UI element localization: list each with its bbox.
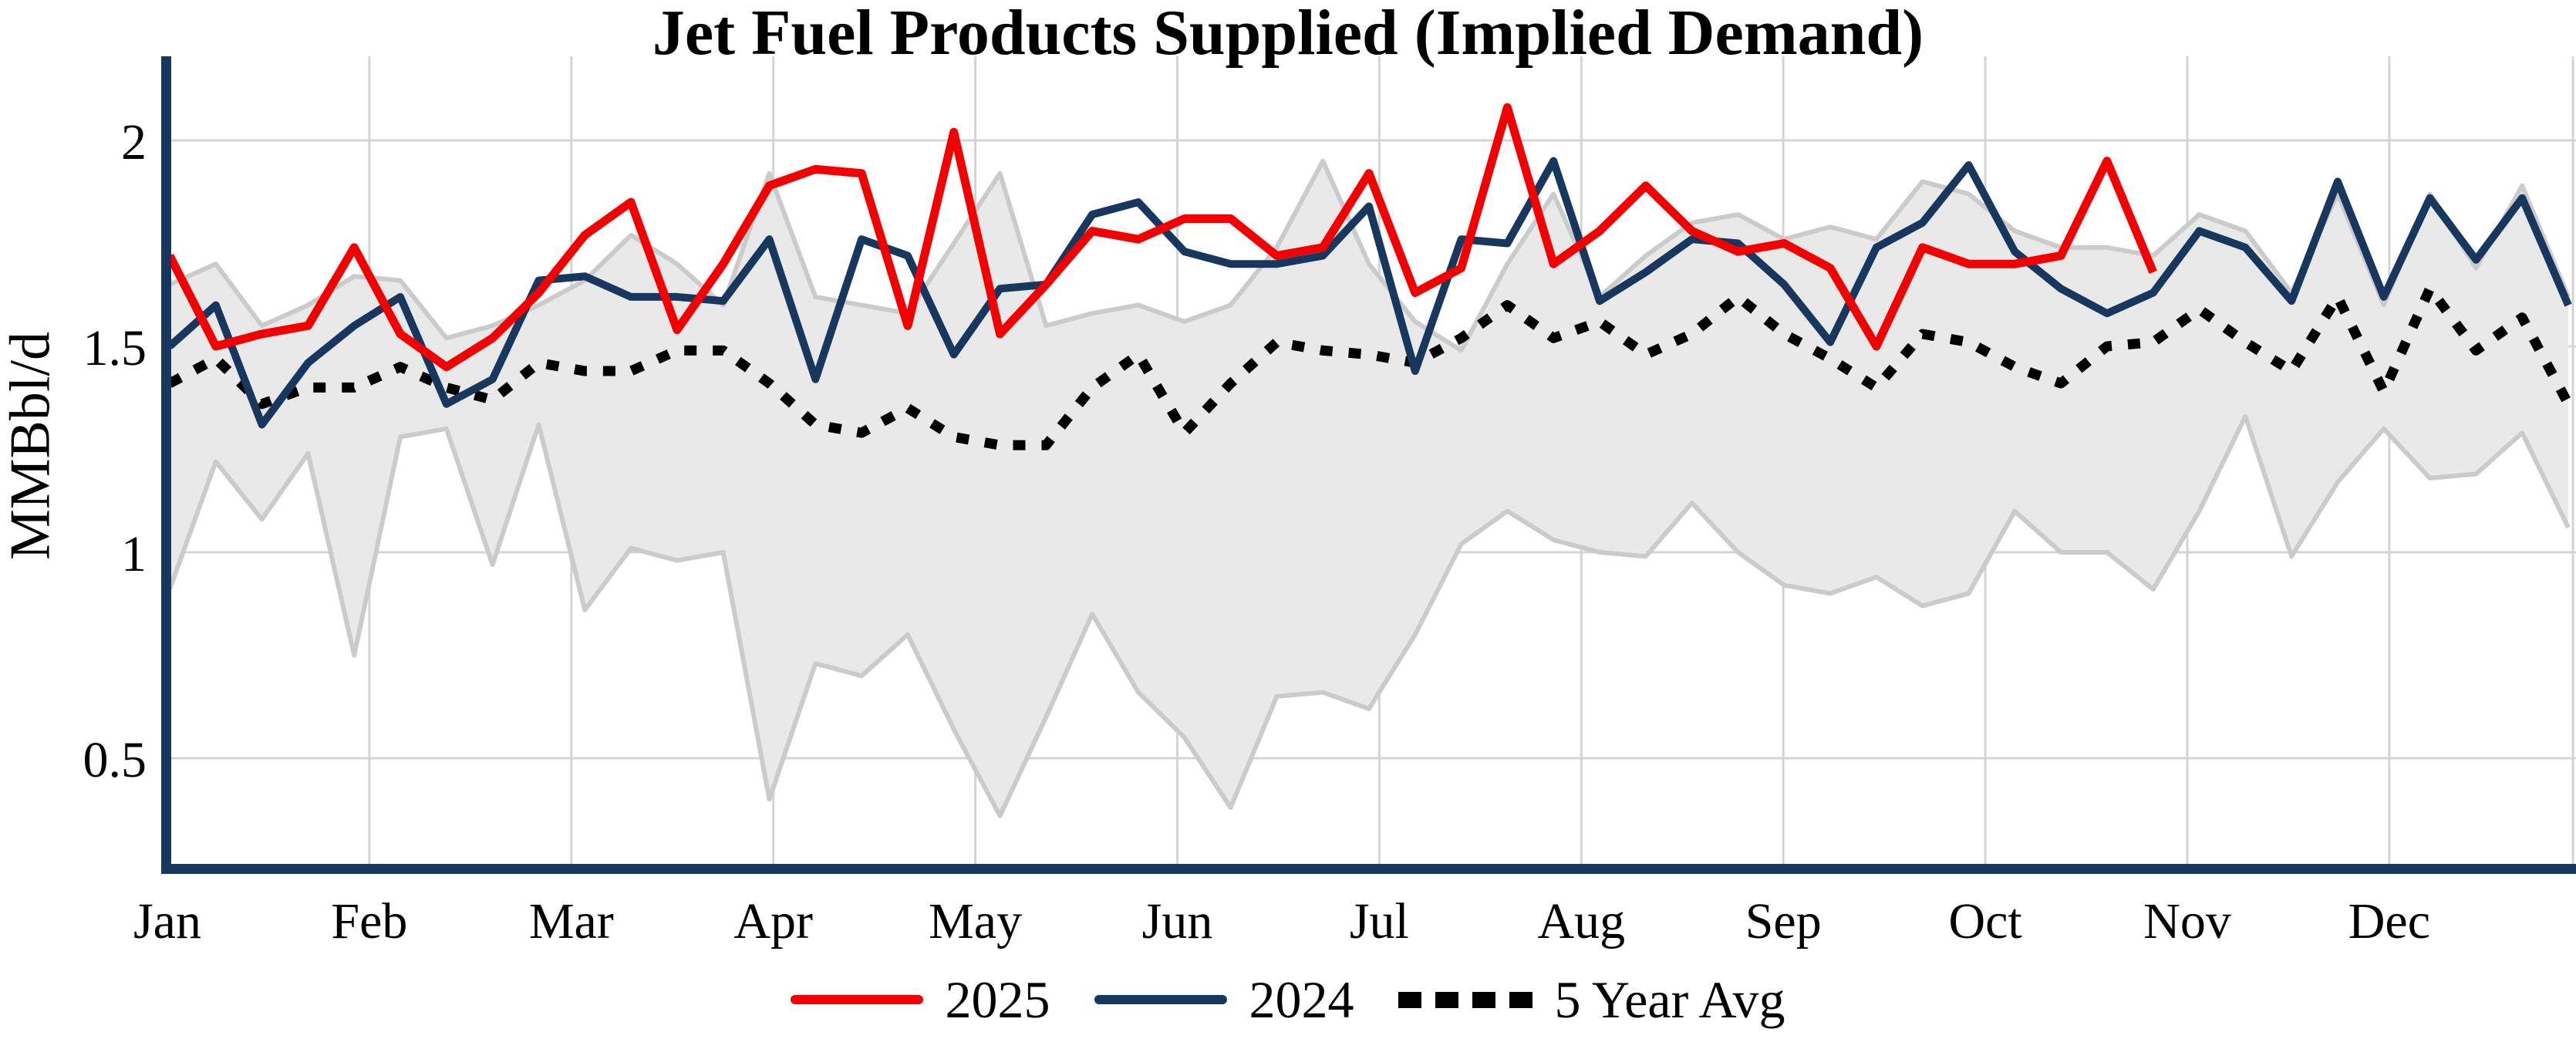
five-year-range-band: [170, 160, 2568, 816]
x-tick-label-oct: Oct: [1948, 893, 2021, 949]
band-upper-edge: [168, 158, 2571, 353]
y-tick-label: 1: [121, 526, 147, 582]
band-lower-edge: [167, 413, 2571, 818]
legend-item-2024: 2024: [1094, 973, 1354, 1026]
y-tick-label: 0.5: [83, 732, 147, 788]
legend: 2025 2024 5 Year Avg: [0, 973, 2576, 1026]
legend-dotted-line-swatch: [1398, 991, 1533, 1008]
x-tick-label-jun: Jun: [1142, 893, 1213, 949]
legend-label: 5 Year Avg: [1554, 970, 1785, 1029]
x-tick-label-jan: Jan: [133, 893, 201, 949]
x-tick-label-feb: Feb: [331, 893, 407, 949]
x-tick-label-apr: Apr: [733, 893, 813, 949]
x-tick-label-may: May: [929, 893, 1022, 949]
x-tick-label-jul: Jul: [1350, 893, 1409, 949]
legend-item-5-year-avg: 5 Year Avg: [1398, 973, 1785, 1026]
legend-item-2025: 2025: [791, 973, 1050, 1026]
x-axis-spine: [161, 864, 2576, 874]
legend-label: 2024: [1249, 970, 1354, 1029]
x-tick-label-aug: Aug: [1537, 893, 1625, 949]
y-tick-label: 1.5: [83, 320, 147, 376]
legend-label: 2025: [945, 970, 1050, 1029]
x-tick-label-dec: Dec: [2348, 893, 2430, 949]
chart-title: Jet Fuel Products Supplied (Implied Dema…: [652, 0, 1924, 69]
series-2024-line: [167, 157, 2572, 429]
y-axis-spine: [161, 56, 171, 874]
y-tick-label: 2: [121, 114, 147, 170]
x-tick-label-mar: Mar: [529, 893, 614, 949]
series-2025-line: [166, 103, 2157, 372]
legend-line-swatch: [1094, 995, 1228, 1004]
legend-line-swatch: [791, 995, 924, 1004]
x-tick-label-nov: Nov: [2143, 893, 2231, 949]
x-tick-label-sep: Sep: [1745, 893, 1822, 949]
